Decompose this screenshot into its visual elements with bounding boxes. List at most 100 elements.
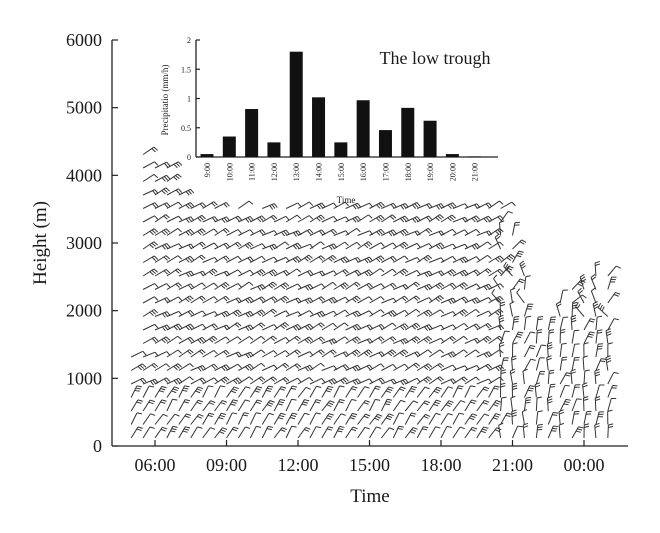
wind-barb <box>178 270 195 278</box>
wind-barb <box>547 369 555 385</box>
wind-barb <box>488 385 500 398</box>
wind-barb <box>416 400 431 412</box>
wind-barb <box>440 425 452 439</box>
wind-barb <box>559 328 566 344</box>
wind-barb <box>226 309 242 317</box>
wind-barb <box>500 254 516 263</box>
wind-barb <box>381 349 397 358</box>
wind-barb <box>154 228 171 236</box>
wind-barb <box>405 270 421 277</box>
wind-barb <box>154 336 171 344</box>
wind-barb <box>393 241 409 250</box>
wind-barb <box>500 210 513 223</box>
wind-barb <box>500 396 507 412</box>
wind-barb <box>250 243 266 250</box>
wind-barb <box>607 384 618 398</box>
wind-barb <box>321 296 338 304</box>
wind-barb <box>488 413 501 425</box>
wind-barb <box>238 215 254 223</box>
wind-barb <box>476 283 493 291</box>
wind-barb <box>214 202 230 209</box>
wind-barb <box>202 268 218 277</box>
wind-barb <box>285 255 302 263</box>
wind-barb <box>404 336 421 344</box>
wind-barb <box>476 335 492 344</box>
wind-barb <box>452 282 468 290</box>
wind-barb <box>333 269 349 277</box>
wind-barb <box>595 384 605 398</box>
wind-barb <box>559 372 572 385</box>
wind-barb <box>154 426 168 439</box>
wind-barb <box>250 335 266 344</box>
wind-barb <box>190 228 206 236</box>
wind-barb <box>130 412 142 425</box>
wind-barb <box>202 282 218 290</box>
wind-barb <box>261 308 278 317</box>
wind-barb <box>202 412 215 425</box>
wind-barb <box>393 309 409 317</box>
inset-y-tick-label: 1 <box>187 95 191 104</box>
wind-barb <box>333 385 345 398</box>
wind-barb <box>297 228 314 236</box>
wind-barb <box>250 322 266 331</box>
wind-barb <box>488 295 504 304</box>
wind-barb <box>166 268 182 277</box>
wind-barb <box>476 241 492 250</box>
wind-barb <box>523 331 536 344</box>
wind-barb <box>416 376 433 385</box>
wind-barb <box>440 214 456 223</box>
wind-barb <box>500 382 506 398</box>
wind-barb <box>494 233 502 250</box>
wind-barb <box>154 174 171 182</box>
wind-barb <box>404 385 417 398</box>
wind-barb <box>535 423 543 439</box>
wind-barb <box>333 256 350 264</box>
wind-barb <box>509 368 516 385</box>
wind-barb <box>369 214 385 223</box>
wind-barb <box>273 215 290 223</box>
inset-y-tick-label: 0.5 <box>181 124 191 133</box>
wind-barb <box>154 214 170 223</box>
wind-barb <box>516 288 525 304</box>
wind-barb <box>345 269 361 277</box>
wind-barb <box>309 377 326 385</box>
wind-barb <box>416 228 433 236</box>
wind-barb <box>476 386 490 398</box>
wind-barb <box>511 409 517 425</box>
y-tick-label: 5000 <box>66 98 102 118</box>
wind-barb <box>369 201 385 209</box>
wind-barb <box>570 368 576 385</box>
wind-barb <box>571 384 581 398</box>
wind-barb <box>190 336 206 344</box>
wind-barb <box>273 412 286 425</box>
wind-barb <box>369 363 385 371</box>
wind-barb <box>309 349 325 358</box>
wind-barb <box>154 413 168 425</box>
wind-barb <box>575 302 585 317</box>
wind-barb <box>309 255 325 263</box>
wind-barb <box>369 426 382 439</box>
wind-barb <box>464 349 480 358</box>
wind-barb <box>142 228 159 236</box>
wind-barb <box>309 229 326 236</box>
wind-barb <box>404 362 421 371</box>
wind-barb <box>498 341 505 358</box>
wind-barb <box>357 241 373 250</box>
wind-barb <box>154 242 171 250</box>
wind-barb <box>607 423 614 439</box>
wind-barb <box>262 296 278 304</box>
y-tick-label: 6000 <box>66 30 102 50</box>
wind-barb <box>405 242 421 250</box>
wind-barb <box>357 256 373 264</box>
wind-barb <box>440 386 454 398</box>
wind-barb <box>452 349 468 358</box>
wind-barb <box>452 376 468 385</box>
wind-barb <box>190 310 207 317</box>
wind-barb <box>166 349 182 358</box>
inset-x-tick-label: 13:00 <box>292 163 301 181</box>
wind-barb <box>428 309 445 317</box>
wind-barb <box>546 355 552 371</box>
wind-barb <box>493 274 502 290</box>
wind-barb <box>238 229 254 236</box>
wind-barb <box>178 188 195 196</box>
